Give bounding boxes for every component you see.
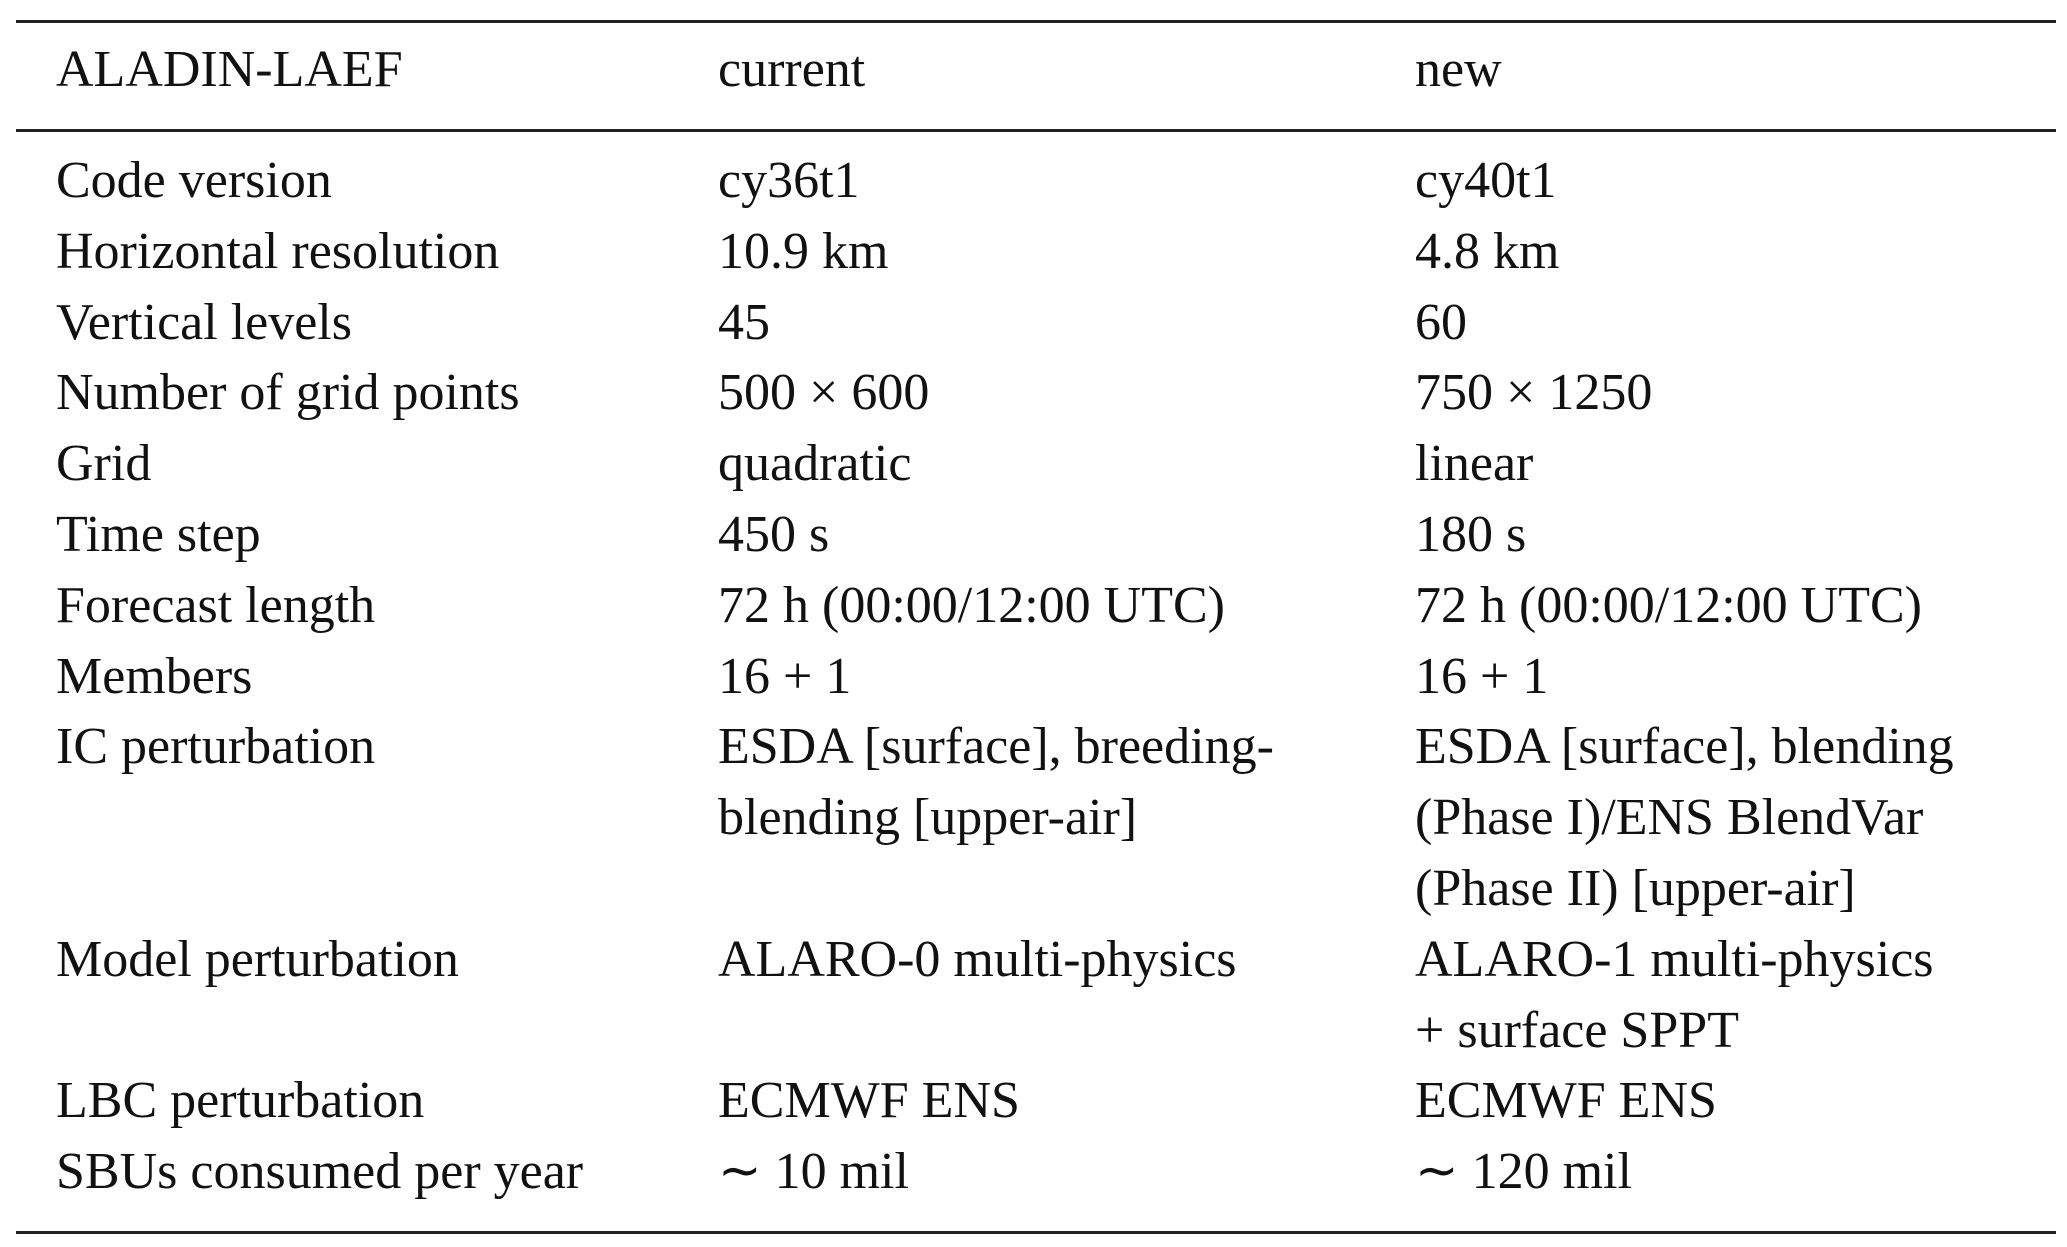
cell-line: linear <box>1415 435 1534 493</box>
table-cell: linear <box>1415 429 1533 500</box>
cell-line: SBUs consumed per year <box>56 1143 584 1201</box>
cell-line: (Phase II) [upper-air] <box>1415 859 1856 917</box>
cell-line: Grid <box>56 435 152 493</box>
table-cell: 180 s <box>1415 500 1526 571</box>
table-cell: Grid <box>56 429 151 500</box>
cell-line: 45 <box>718 293 770 351</box>
cell-line: ALARO-0 multi-physics <box>718 930 1237 988</box>
table-cell: ∼ 120 mil <box>1415 1137 1632 1208</box>
cell-line: 72 h (00:00/12:00 UTC) <box>1415 576 1922 634</box>
cell-line: Model perturbation <box>56 930 459 988</box>
cell-line: new <box>1415 40 1502 98</box>
cell-line: ESDA [surface], breeding- <box>718 718 1274 776</box>
table-cell: 60 <box>1415 288 1467 359</box>
cell-line: ESDA [surface], blending <box>1415 718 1954 776</box>
table-cell: ∼ 10 mil <box>718 1137 909 1208</box>
cell-line: Vertical levels <box>56 293 352 351</box>
cell-line: Horizontal resolution <box>56 222 500 280</box>
table-cell: ECMWF ENS <box>718 1066 1020 1137</box>
cell-line: ∼ 10 mil <box>718 1143 909 1201</box>
table-cell: SBUs consumed per year <box>56 1137 583 1208</box>
cell-line: blending [upper-air] <box>718 789 1138 847</box>
table-cell: cy36t1 <box>718 146 860 217</box>
cell-line: quadratic <box>718 435 912 493</box>
table-cell: Members <box>56 642 252 713</box>
table-cell: ECMWF ENS <box>1415 1066 1717 1137</box>
cell-line: ECMWF ENS <box>718 1072 1020 1130</box>
cell-line: Code version <box>56 152 332 209</box>
table-cell: Number of grid points <box>56 358 520 429</box>
table-cell: Vertical levels <box>56 288 352 359</box>
cell-line: Members <box>56 647 253 705</box>
table-cell: IC perturbation <box>56 712 375 783</box>
table-cell: 72 h (00:00/12:00 UTC) <box>718 571 1225 642</box>
table-cell: 10.9 km <box>718 217 888 288</box>
cell-line: Time step <box>56 506 261 563</box>
cell-line: 16 + 1 <box>718 647 852 705</box>
table-cell: 500 × 600 <box>718 358 929 429</box>
cell-line: Number of grid points <box>56 364 520 422</box>
table-cell: 450 s <box>718 500 829 571</box>
cell-line: + surface SPPT <box>1415 1001 1739 1059</box>
table-cell: Code version <box>56 146 332 217</box>
table-cell: current <box>718 35 865 106</box>
cell-line: 60 <box>1415 293 1467 351</box>
cell-line: (Phase I)/ENS BlendVar <box>1415 789 1924 847</box>
cell-line: cy36t1 <box>718 152 860 209</box>
cell-line: 450 s <box>718 506 830 563</box>
table-cell: Time step <box>56 500 261 571</box>
table-cell: LBC perturbation <box>56 1066 424 1137</box>
table-cell: new <box>1415 35 1502 106</box>
cell-line: 750 × 1250 <box>1415 364 1653 422</box>
cell-line: 4.8 km <box>1415 222 1560 280</box>
table-cell: 16 + 1 <box>718 642 851 713</box>
cell-line: current <box>718 40 866 98</box>
table-cell: quadratic <box>718 429 911 500</box>
cell-line: 10.9 km <box>718 222 889 280</box>
table-cell: Horizontal resolution <box>56 217 499 288</box>
table-cell: ALARO-1 multi-physics + surface SPPT <box>1415 925 1934 1067</box>
bottom-rule <box>16 1231 2056 1234</box>
table-cell: cy40t1 <box>1415 146 1557 217</box>
cell-line: ALADIN-LAEF <box>56 40 403 98</box>
table-cell: Model perturbation <box>56 925 459 996</box>
cell-line: 180 s <box>1415 506 1527 563</box>
table-cell: Forecast length <box>56 571 375 642</box>
table-cell: 750 × 1250 <box>1415 358 1652 429</box>
cell-line: IC perturbation <box>56 718 376 776</box>
cell-line: ECMWF ENS <box>1415 1072 1717 1130</box>
cell-line: LBC perturbation <box>56 1072 425 1130</box>
cell-line: ∼ 120 mil <box>1415 1143 1632 1201</box>
cell-line: 72 h (00:00/12:00 UTC) <box>718 576 1225 634</box>
cell-line: cy40t1 <box>1415 152 1557 209</box>
table-cell: 72 h (00:00/12:00 UTC) <box>1415 571 1922 642</box>
cell-line: 500 × 600 <box>718 364 930 422</box>
top-rule <box>16 20 2056 23</box>
table-cell: ESDA [surface], breeding-blending [upper… <box>718 712 1274 854</box>
table-cell: 16 + 1 <box>1415 642 1548 713</box>
table-cell: ALADIN-LAEF <box>56 35 403 106</box>
table-cell: ESDA [surface], blending (Phase I)/ENS Bl… <box>1415 712 1954 924</box>
cell-line: Forecast length <box>56 576 376 634</box>
cell-line: ALARO-1 multi-physics <box>1415 930 1934 988</box>
cell-line: 16 + 1 <box>1415 647 1549 705</box>
header-rule <box>16 129 2056 132</box>
table-cell: 45 <box>718 288 770 359</box>
table-cell: ALARO-0 multi-physics <box>718 925 1237 996</box>
table-cell: 4.8 km <box>1415 217 1559 288</box>
